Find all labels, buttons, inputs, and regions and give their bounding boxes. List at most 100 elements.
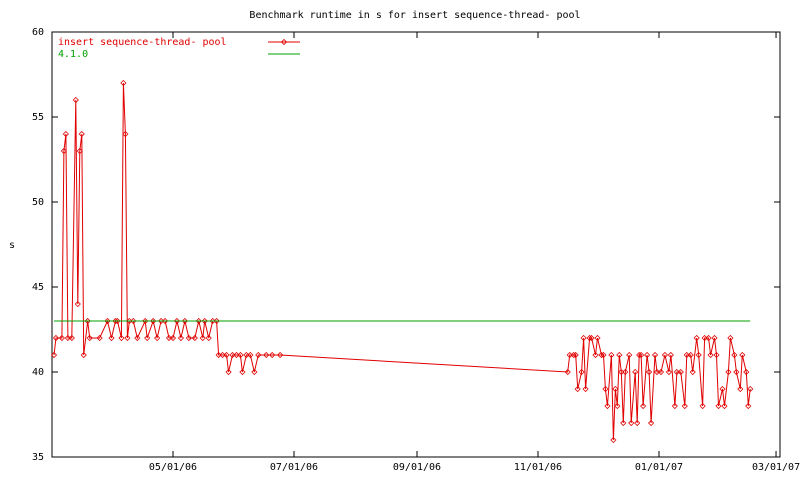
data-point	[628, 419, 635, 427]
data-point	[215, 351, 222, 359]
data-point	[592, 351, 599, 359]
data-point	[699, 402, 706, 410]
data-point	[725, 368, 732, 376]
data-point	[64, 334, 71, 342]
data-point	[638, 351, 645, 359]
data-point	[130, 317, 137, 325]
data-point	[72, 96, 79, 104]
data-point	[134, 334, 141, 342]
data-point	[74, 300, 81, 308]
data-point	[677, 368, 684, 376]
data-point	[731, 351, 738, 359]
data-point	[181, 317, 188, 325]
data-point	[695, 351, 702, 359]
data-point	[727, 334, 734, 342]
data-point	[229, 351, 236, 359]
data-point	[263, 351, 270, 359]
data-point	[124, 334, 131, 342]
data-point	[614, 402, 621, 410]
data-point	[743, 368, 750, 376]
data-point	[711, 334, 718, 342]
data-point	[594, 334, 601, 342]
data-point	[205, 334, 212, 342]
data-point	[114, 317, 121, 325]
plot-frame	[51, 31, 781, 458]
data-point	[269, 351, 276, 359]
data-point	[80, 351, 87, 359]
data-point	[247, 351, 254, 359]
data-point	[618, 368, 625, 376]
data-point	[608, 351, 615, 359]
data-point	[58, 334, 65, 342]
data-point	[693, 334, 700, 342]
data-point	[165, 334, 173, 342]
data-point	[733, 368, 740, 376]
data-point	[667, 351, 674, 359]
data-point	[715, 402, 722, 410]
data-point	[243, 351, 250, 359]
data-point	[681, 402, 688, 410]
data-point	[78, 130, 85, 138]
legend-label: insert sequence-thread- pool	[58, 37, 227, 48]
data-point	[201, 317, 208, 325]
data-point	[150, 317, 157, 325]
y-tick-label: 60	[32, 27, 44, 38]
data-point	[255, 351, 262, 359]
data-point	[108, 334, 115, 342]
data-point	[233, 351, 240, 359]
x-tick-label: 05/01/06	[149, 462, 197, 473]
data-point	[610, 436, 617, 444]
data-point	[574, 385, 581, 393]
series-line	[53, 82, 751, 441]
data-point	[185, 334, 192, 342]
data-point	[68, 334, 75, 342]
data-point	[96, 334, 103, 342]
data-point	[683, 351, 690, 359]
data-point	[671, 402, 678, 410]
y-axis-label: s	[9, 240, 15, 251]
chart-title: Benchmark runtime in s for insert sequen…	[249, 10, 580, 21]
data-point	[586, 334, 593, 342]
data-point	[705, 334, 712, 342]
data-point	[277, 351, 284, 359]
y-tick-label: 50	[32, 197, 44, 208]
data-point	[191, 334, 198, 342]
data-point	[707, 351, 714, 359]
data-point	[199, 334, 206, 342]
data-point	[620, 419, 627, 427]
data-point	[653, 368, 661, 376]
data-point	[622, 368, 629, 376]
data-point	[598, 351, 605, 359]
data-point	[646, 368, 653, 376]
y-tick-label: 55	[32, 112, 44, 123]
data-point	[122, 130, 129, 138]
data-point	[158, 317, 165, 325]
data-point	[225, 368, 232, 376]
data-point	[213, 317, 220, 325]
data-point	[239, 368, 246, 376]
data-point	[582, 385, 589, 393]
data-point	[84, 317, 91, 325]
data-point	[564, 368, 571, 376]
data-point	[195, 317, 202, 325]
data-point	[616, 351, 623, 359]
legend-label: 4.1.0	[58, 49, 88, 60]
data-point	[604, 402, 611, 410]
data-point	[612, 385, 619, 393]
data-point	[644, 351, 651, 359]
data-point	[209, 317, 216, 325]
data-point	[154, 334, 161, 342]
data-point	[600, 351, 607, 359]
data-point	[632, 368, 639, 376]
x-tick-label: 11/01/06	[514, 462, 562, 473]
data-point	[747, 385, 754, 393]
x-tick-label: 01/01/07	[635, 462, 683, 473]
data-point	[62, 130, 69, 138]
data-point	[580, 334, 587, 342]
data-point	[588, 334, 595, 342]
data-point	[673, 368, 680, 376]
data-point	[721, 402, 728, 410]
data-point	[719, 385, 726, 393]
data-point	[626, 351, 633, 359]
